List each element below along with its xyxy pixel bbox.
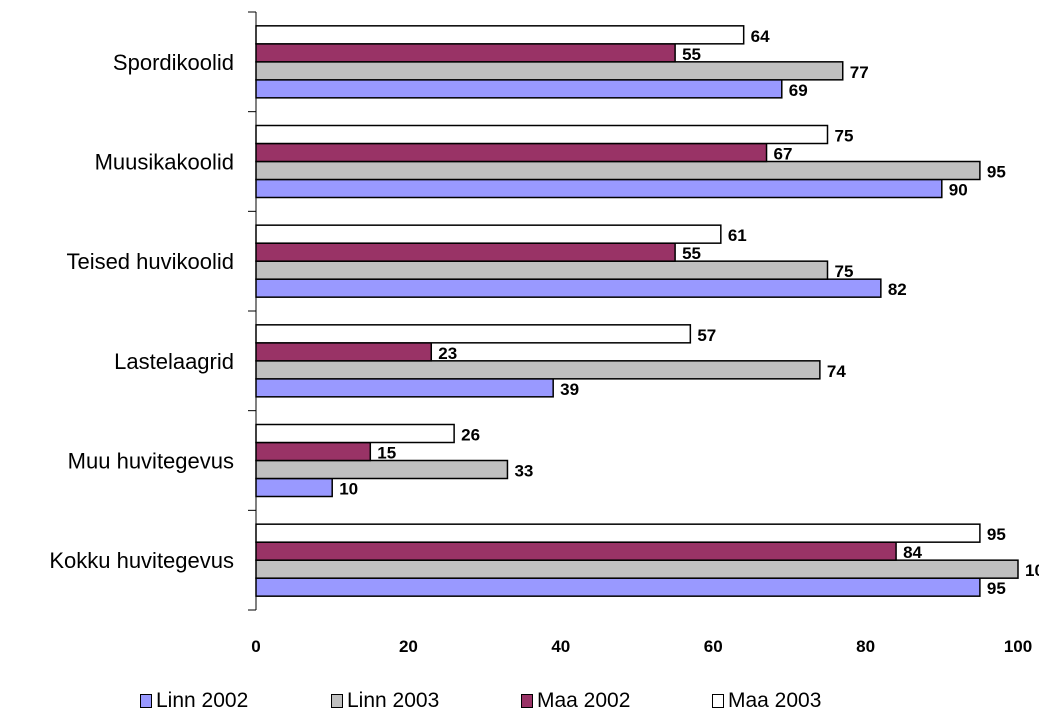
bar <box>255 124 829 145</box>
bar <box>255 224 722 244</box>
x-tick-label: 40 <box>551 637 570 656</box>
data-label: 74 <box>827 362 846 381</box>
category-label: Muu huvitegevus <box>68 449 234 474</box>
bar <box>255 260 829 280</box>
data-label: 95 <box>987 525 1006 544</box>
data-label: 57 <box>697 326 716 345</box>
bar <box>255 577 981 597</box>
data-label: 84 <box>903 543 922 562</box>
legend-swatch <box>712 694 724 708</box>
x-tick-label: 100 <box>1004 637 1032 656</box>
bar <box>255 459 509 480</box>
x-tick-label: 20 <box>399 637 418 656</box>
data-label: 10 <box>339 480 358 499</box>
legend-item: Linn 2002 <box>140 689 248 713</box>
data-label: 90 <box>949 181 968 200</box>
data-label: 15 <box>377 444 396 463</box>
legend-label: Linn 2002 <box>156 689 249 712</box>
bar <box>255 61 844 81</box>
legend-swatch <box>521 694 533 708</box>
bar <box>255 25 745 45</box>
legend-swatch <box>331 694 343 708</box>
data-label: 82 <box>888 280 907 299</box>
legend: Linn 2002 Linn 2003 Maa 2002 Maa 2003 <box>0 689 1039 716</box>
legend-item: Linn 2003 <box>331 689 439 713</box>
bar <box>255 324 692 344</box>
legend-item: Maa 2002 <box>521 689 630 713</box>
data-label: 26 <box>461 426 480 445</box>
data-label: 95 <box>987 579 1006 598</box>
x-tick-label: 80 <box>856 637 875 656</box>
data-label: 75 <box>835 262 854 281</box>
category-label: Spordikoolid <box>113 50 234 75</box>
category-label: Muusikakoolid <box>95 150 234 175</box>
data-label: 69 <box>789 81 808 100</box>
data-label: 61 <box>728 226 747 245</box>
data-label: 67 <box>774 145 793 164</box>
data-label: 64 <box>751 27 770 46</box>
bar <box>255 523 981 543</box>
bar <box>255 559 1019 579</box>
bar <box>255 441 372 462</box>
legend-label: Maa 2002 <box>537 689 631 712</box>
legend-swatch <box>140 694 152 708</box>
bar <box>255 178 943 199</box>
data-label: 39 <box>560 380 579 399</box>
data-label: 33 <box>514 462 533 481</box>
bar <box>255 160 981 181</box>
bar <box>255 278 882 298</box>
data-label: 55 <box>682 45 701 64</box>
bar <box>255 423 455 444</box>
category-label: Kokku huvitegevus <box>49 548 234 573</box>
data-label: 55 <box>682 244 701 263</box>
x-tick-label: 0 <box>251 637 260 656</box>
bar <box>255 477 333 498</box>
bar <box>255 342 433 362</box>
data-label: 77 <box>850 63 869 82</box>
data-label: 75 <box>835 127 854 146</box>
category-label: Lastelaagrid <box>114 349 234 374</box>
chart-plot: 0 20 40 60 80 100 Spordikoolid 69 77 55 64 Muusikak… <box>49 11 1039 656</box>
legend-label: Maa 2003 <box>728 689 822 712</box>
bar <box>255 378 554 398</box>
category-label: Teised huvikoolid <box>66 249 234 274</box>
bar <box>255 142 768 163</box>
legend-item: Maa 2003 <box>712 689 821 713</box>
bar <box>255 43 676 63</box>
bar <box>255 242 676 262</box>
data-label: 100 <box>1025 561 1039 580</box>
bar <box>255 360 821 380</box>
bar <box>255 541 897 561</box>
x-tick-label: 60 <box>704 637 723 656</box>
bar <box>255 79 783 99</box>
data-label: 95 <box>987 163 1006 182</box>
legend-label: Linn 2003 <box>347 689 440 712</box>
data-label: 23 <box>438 344 457 363</box>
